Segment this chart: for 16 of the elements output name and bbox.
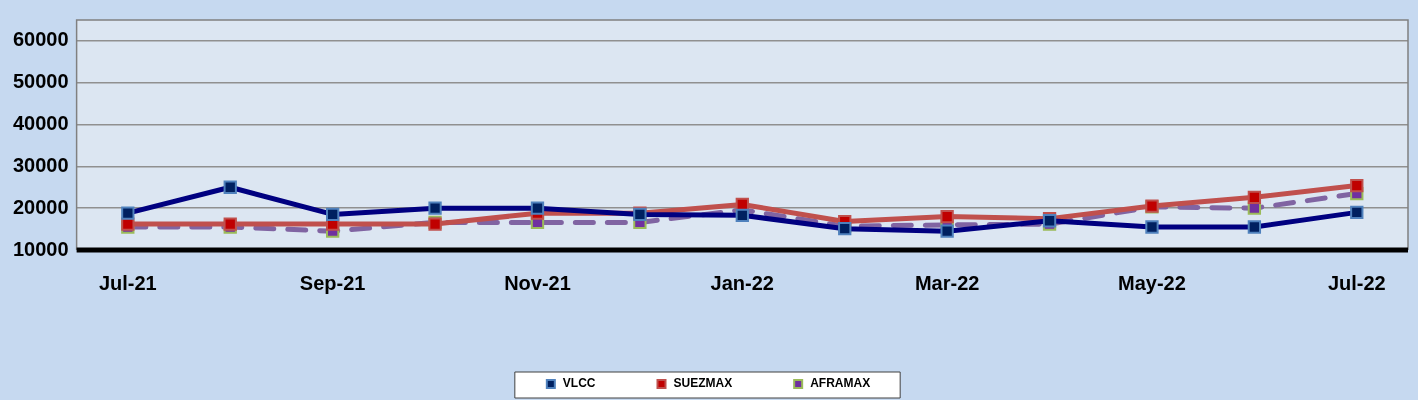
- legend-label: SUEZMAX: [673, 376, 733, 391]
- x-tick-label: Jul-21: [98, 271, 157, 294]
- y-tick-label: 50000: [12, 70, 69, 93]
- x-tick-label: Nov-21: [504, 271, 571, 294]
- y-tick-label: 20000: [12, 195, 69, 218]
- x-tick-label: Jan-22: [710, 271, 774, 294]
- x-tick-label: May-22: [1118, 271, 1186, 294]
- y-tick-label: 60000: [12, 28, 69, 51]
- legend-label: VLCC: [562, 376, 596, 391]
- legend-label: AFRAMAX: [810, 376, 871, 391]
- x-tick-label: Sep-21: [299, 271, 366, 294]
- x-tick-label: Jul-22: [1327, 271, 1386, 294]
- y-tick-label: 10000: [12, 237, 69, 260]
- y-tick-label: 40000: [12, 112, 69, 135]
- x-tick-label: Mar-22: [914, 271, 980, 294]
- y-tick-label: 30000: [12, 153, 69, 176]
